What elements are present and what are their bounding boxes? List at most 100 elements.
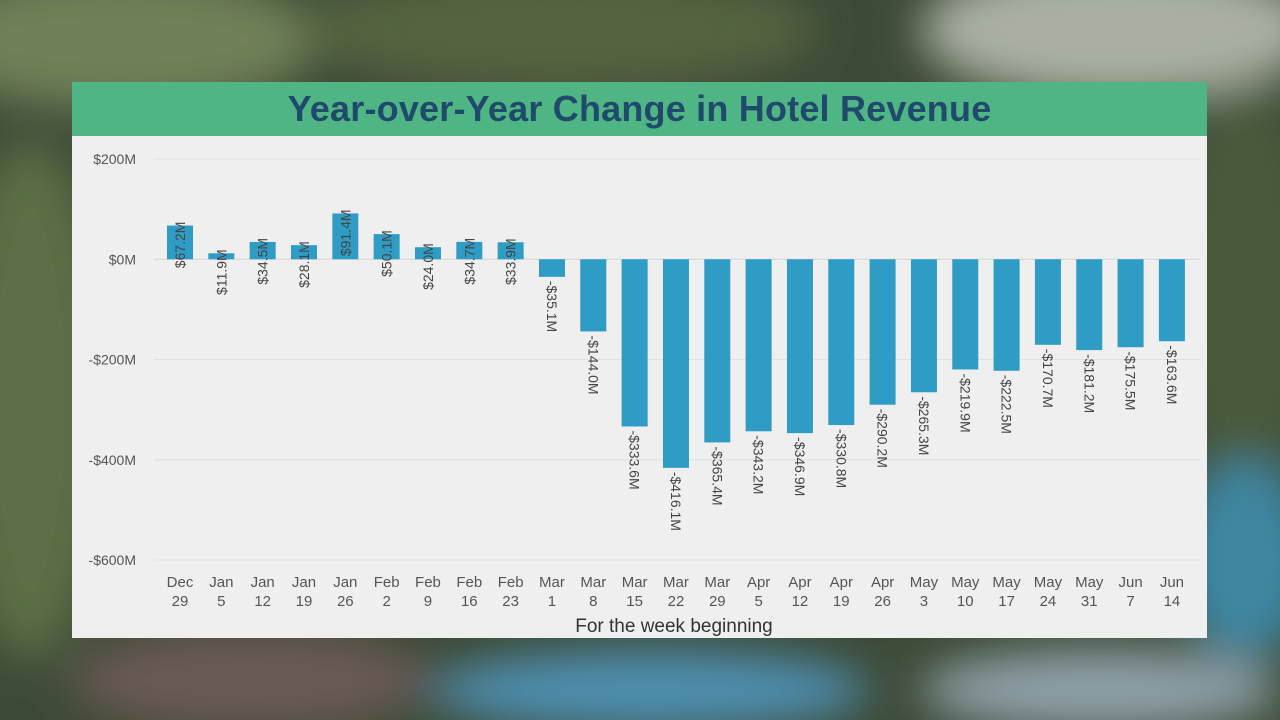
x-tick-label-day: 31 <box>1081 593 1098 610</box>
bar <box>869 259 896 405</box>
data-label: -$290.2M <box>875 409 891 468</box>
data-label: -$222.5M <box>999 375 1015 434</box>
x-tick-label-day: 7 <box>1126 593 1134 610</box>
x-tick-label-day: 12 <box>254 593 271 610</box>
x-tick-label-month: Apr <box>788 574 811 591</box>
x-tick-label-month: Feb <box>415 574 441 591</box>
x-tick-label-month: Apr <box>830 574 853 591</box>
bar <box>662 259 689 468</box>
x-tick-label-day: 2 <box>382 593 390 610</box>
bar <box>1158 259 1185 342</box>
x-tick-label-month: May <box>1034 574 1063 591</box>
y-tick-label: -$400M <box>89 452 136 468</box>
x-tick-label-day: 29 <box>709 593 726 610</box>
data-label: -$219.9M <box>957 373 973 432</box>
data-label: -$333.6M <box>627 430 643 489</box>
x-tick-label-month: Mar <box>580 574 606 591</box>
bar <box>208 253 235 260</box>
x-tick-label-day: 16 <box>461 593 478 610</box>
data-label: -$343.2M <box>751 435 767 494</box>
bar <box>414 247 441 260</box>
bar <box>1117 259 1144 348</box>
x-tick-label-month: May <box>910 574 939 591</box>
bar <box>1076 259 1103 351</box>
data-label: $24.0M <box>420 243 436 290</box>
bar-chart: $200M$0M-$200M-$400M-$600M$67.2MDec29$11… <box>89 151 1200 637</box>
data-label: -$416.1M <box>668 472 684 531</box>
y-tick-label: -$600M <box>89 552 136 568</box>
x-tick-label-month: May <box>1075 574 1104 591</box>
chart-panel: Year-over-Year Change in Hotel Revenue $… <box>72 82 1207 638</box>
data-label: $34.5M <box>255 238 271 285</box>
x-tick-label-month: Jan <box>292 574 316 591</box>
x-axis-title: For the week beginning <box>575 616 773 637</box>
data-label: -$35.1M <box>544 281 560 332</box>
y-tick-label: $200M <box>93 151 136 167</box>
x-tick-label-month: Jun <box>1118 574 1142 591</box>
x-tick-label-month: Feb <box>456 574 482 591</box>
chart-title: Year-over-Year Change in Hotel Revenue <box>287 88 992 129</box>
x-tick-label-day: 5 <box>754 593 762 610</box>
x-tick-label-day: 9 <box>424 593 432 610</box>
x-tick-label-month: Mar <box>622 574 648 591</box>
x-tick-label-day: 12 <box>792 593 809 610</box>
data-label: -$181.2M <box>1081 354 1097 413</box>
x-tick-label-month: Mar <box>539 574 565 591</box>
bar <box>704 259 731 443</box>
y-tick-label: $0M <box>109 251 136 267</box>
data-label: -$175.5M <box>1123 351 1139 410</box>
data-label: -$170.7M <box>1040 349 1056 408</box>
x-tick-label-month: Mar <box>663 574 689 591</box>
data-label: $11.9M <box>213 249 229 295</box>
data-label: $91.4M <box>337 209 353 256</box>
bar <box>621 259 648 427</box>
x-tick-label-month: Jan <box>251 574 275 591</box>
bar <box>828 259 855 426</box>
data-label: $50.1M <box>379 230 395 277</box>
x-tick-label-day: 19 <box>833 593 850 610</box>
x-tick-label-month: Jan <box>333 574 357 591</box>
y-tick-label: -$200M <box>89 352 136 368</box>
bar <box>580 259 607 332</box>
data-label: -$265.3M <box>916 396 932 455</box>
bar <box>952 259 979 370</box>
bar <box>290 245 317 260</box>
data-label: -$346.9M <box>792 437 808 496</box>
bar <box>373 234 400 260</box>
x-tick-label-month: Jun <box>1160 574 1184 591</box>
bar <box>249 241 276 260</box>
data-label: $67.2M <box>172 222 188 269</box>
x-tick-label-month: Jan <box>209 574 233 591</box>
x-tick-label-day: 19 <box>296 593 313 610</box>
x-tick-label-month: Mar <box>704 574 730 591</box>
x-tick-label-month: May <box>951 574 980 591</box>
x-tick-label-day: 14 <box>1164 593 1181 610</box>
x-tick-label-day: 24 <box>1040 593 1057 610</box>
x-tick-label-day: 5 <box>217 593 225 610</box>
x-tick-label-day: 23 <box>502 593 519 610</box>
data-label: -$330.8M <box>833 429 849 488</box>
x-tick-label-day: 15 <box>626 593 643 610</box>
title-bar: Year-over-Year Change in Hotel Revenue <box>72 82 1207 136</box>
x-tick-label-month: May <box>992 574 1021 591</box>
bar <box>456 241 483 260</box>
data-label: -$163.6M <box>1164 345 1180 404</box>
bar <box>497 242 524 260</box>
bar <box>993 259 1020 371</box>
x-tick-label-day: 17 <box>998 593 1015 610</box>
x-tick-label-day: 8 <box>589 593 597 610</box>
bar <box>745 259 772 432</box>
x-tick-label-day: 3 <box>920 593 928 610</box>
bar <box>1034 259 1061 345</box>
x-tick-label-day: 29 <box>172 593 189 610</box>
x-tick-label-day: 26 <box>337 593 354 610</box>
x-tick-label-month: Apr <box>871 574 894 591</box>
x-tick-label-day: 22 <box>668 593 685 610</box>
data-label: $28.1M <box>296 241 312 288</box>
x-tick-label-month: Dec <box>167 574 194 591</box>
bar <box>786 259 813 434</box>
data-label: $34.7M <box>461 238 477 285</box>
bar <box>332 213 359 260</box>
bar <box>910 259 937 393</box>
x-tick-label-day: 1 <box>548 593 556 610</box>
